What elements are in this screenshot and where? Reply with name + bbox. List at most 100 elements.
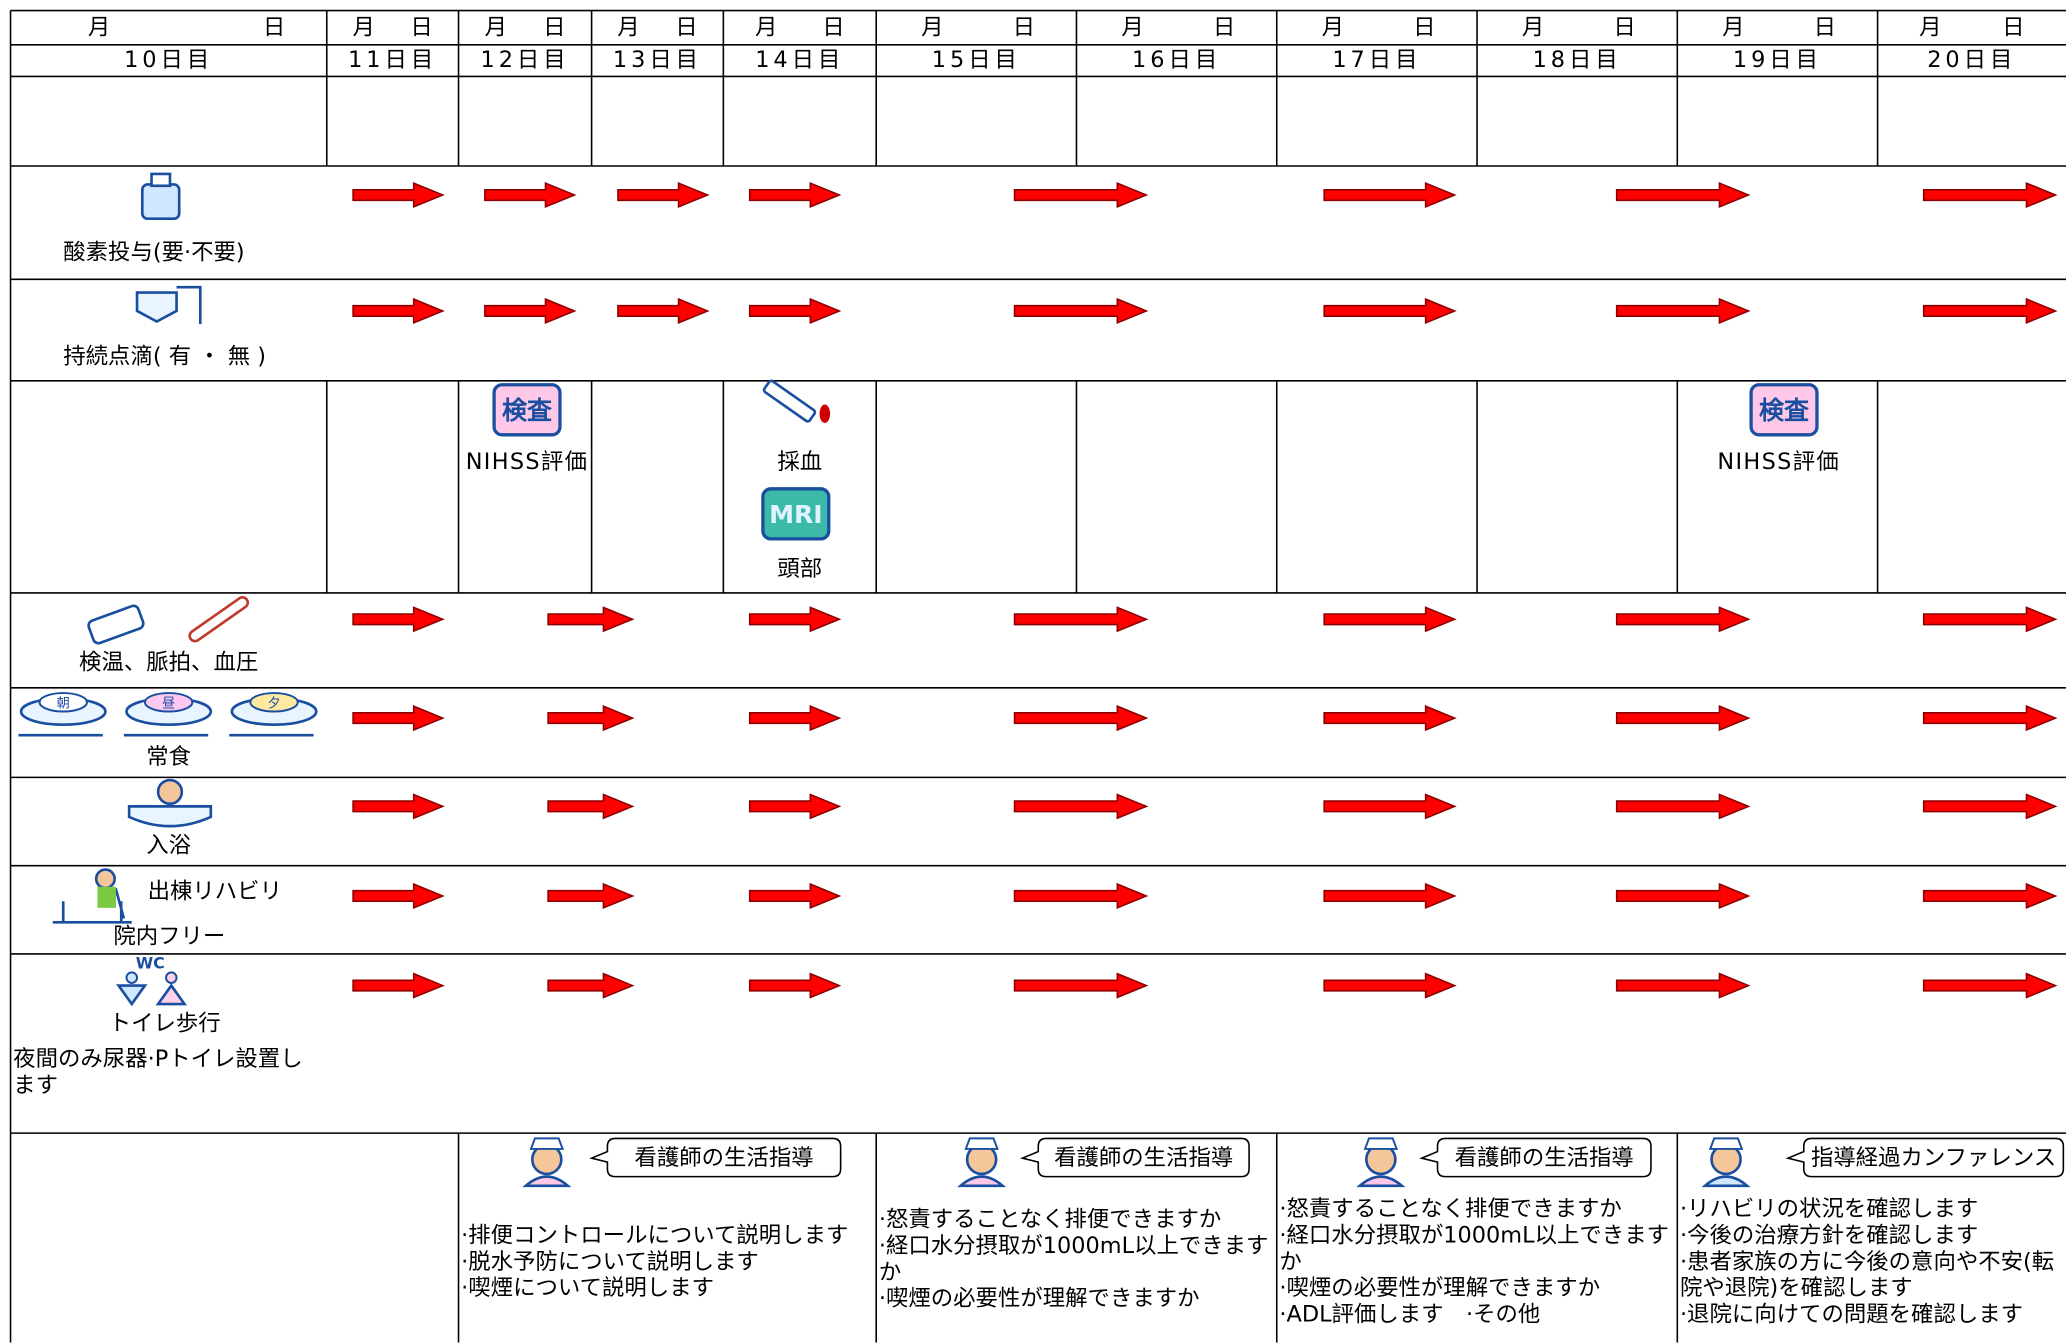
day-label: 日 xyxy=(1413,14,1436,41)
guidance-item: ·怒責することなく排便できますか xyxy=(1279,1196,1622,1223)
day-label: 日 xyxy=(262,14,286,41)
plate-label: 夕 xyxy=(267,696,280,712)
arrow xyxy=(1013,972,1149,999)
arrow xyxy=(748,705,842,732)
arrow xyxy=(547,705,635,732)
arrow xyxy=(1922,972,2058,999)
bowl-icon xyxy=(143,692,194,713)
blood-drop xyxy=(819,404,831,423)
day-label: 日 xyxy=(1012,14,1035,41)
badge xyxy=(492,383,562,437)
person-icon xyxy=(522,1175,572,1188)
person-cap xyxy=(1363,1137,1399,1150)
arrow xyxy=(1922,181,2058,209)
person-cap xyxy=(1708,1137,1744,1150)
oxygen-icon xyxy=(150,172,172,188)
vitals-icon xyxy=(87,604,145,645)
arrow xyxy=(1323,793,1457,820)
guidance-items: ·怒責することなく排便できますか ·経口水分摂取が1000mL以上できますか ·喫煙… xyxy=(879,1207,1274,1312)
day-label: 日 xyxy=(1613,14,1636,41)
person-icon xyxy=(957,1175,1007,1188)
test-label: NIHSS評価 xyxy=(1717,449,1841,476)
arrow xyxy=(1323,882,1457,910)
day-label: 日 xyxy=(2002,14,2025,41)
badge xyxy=(761,487,831,541)
oxygen-icon xyxy=(140,183,181,221)
arrow xyxy=(1013,705,1149,732)
arrow xyxy=(1615,297,1751,324)
person-icon xyxy=(1701,1175,1751,1188)
day-number: 12日目 xyxy=(480,47,570,74)
arrow xyxy=(1922,297,2058,324)
day-label: 日 xyxy=(410,14,433,41)
day-number: 19日目 xyxy=(1732,47,1823,74)
arrow xyxy=(484,297,577,324)
row-label: 検温、脈拍、血圧 xyxy=(79,649,259,676)
arrow xyxy=(1615,793,1751,820)
speech-bubble xyxy=(1785,1137,2065,1178)
guidance-title: 看護師の生活指導 xyxy=(1454,1144,1634,1172)
row-label: 持続点滴( 有 ・ 無 ) xyxy=(63,343,267,371)
test-label: 頭部 xyxy=(777,556,823,583)
month-label: 月 xyxy=(617,14,640,41)
bowl-icon xyxy=(249,692,299,713)
arrow xyxy=(547,972,635,999)
guidance-item: ·患者家族の方に今後の意向や不安(転院や退院)を確認します xyxy=(1679,1249,2055,1302)
guidance-item: ·今後の治療方針を確認します xyxy=(1679,1222,1979,1250)
month-label: 月 xyxy=(87,14,111,41)
row-label: 入浴 xyxy=(146,832,192,860)
guidance-item: ·リハビリの状況を確認します xyxy=(1679,1196,1979,1223)
arrow xyxy=(352,606,445,633)
arrow xyxy=(1615,705,1751,732)
arrow xyxy=(484,181,577,209)
arrow xyxy=(1013,297,1149,324)
row-label: 院内フリー xyxy=(113,923,226,950)
arrow xyxy=(748,882,842,910)
bather-icon xyxy=(156,778,184,806)
month-label: 月 xyxy=(1121,14,1144,41)
day-label: 日 xyxy=(1212,14,1236,41)
month-label: 月 xyxy=(1521,14,1545,41)
arrow xyxy=(1013,793,1149,820)
drip-icon xyxy=(176,285,202,325)
rehab-icon xyxy=(97,886,116,908)
day-number: 17日目 xyxy=(1332,47,1422,74)
guidance-title: 看護師の生活指導 xyxy=(1054,1144,1234,1172)
month-label: 月 xyxy=(1919,14,1942,41)
arrow xyxy=(748,606,842,633)
bowl-icon xyxy=(38,692,88,713)
arrow xyxy=(352,882,445,910)
arrow xyxy=(1922,882,2058,910)
rehab-icon xyxy=(94,868,116,890)
row-label: 常食 xyxy=(146,744,192,771)
test-label: NIHSS評価 xyxy=(465,449,589,476)
arrow xyxy=(352,297,445,324)
test-label: 採血 xyxy=(777,449,823,476)
person-icon xyxy=(1356,1175,1406,1188)
guidance-title: 指導経過カンファレンス xyxy=(1810,1144,2057,1172)
syringe-icon xyxy=(762,379,817,423)
arrow xyxy=(1615,972,1751,999)
speech-bubble xyxy=(589,1137,842,1178)
guidance-items: ·排便コントロールについて説明します ·脱水予防について説明します ·喫煙について説… xyxy=(461,1223,873,1302)
guidance-items: ·リハビリの状況を確認します ·今後の治療方針を確認します ·患者家族の方に今後の意… xyxy=(1680,1196,2063,1328)
month-label: 月 xyxy=(352,14,375,41)
row-label: 酸素投与(要·不要) xyxy=(63,239,245,267)
arrow xyxy=(617,297,710,324)
month-label: 月 xyxy=(921,14,944,41)
day-number: 11日目 xyxy=(348,47,438,74)
day-number: 14日目 xyxy=(755,47,845,74)
day-number: 15日目 xyxy=(931,47,1021,74)
arrow xyxy=(352,972,445,999)
guidance-item: ·ADL評価します ·その他 xyxy=(1279,1301,1541,1329)
row-label: 出棟リハビリ xyxy=(147,878,282,906)
arrow xyxy=(547,882,635,910)
day-number: 20日目 xyxy=(1927,47,2017,74)
guidance-item: ·怒責することなく排便できますか xyxy=(878,1206,1222,1234)
month-label: 月 xyxy=(1321,14,1345,41)
arrow xyxy=(1323,181,1457,209)
guidance-item: ·喫煙の必要性が理解できますか xyxy=(1279,1275,1601,1302)
guidance-item: ·排便コントロールについて説明します xyxy=(461,1222,849,1250)
